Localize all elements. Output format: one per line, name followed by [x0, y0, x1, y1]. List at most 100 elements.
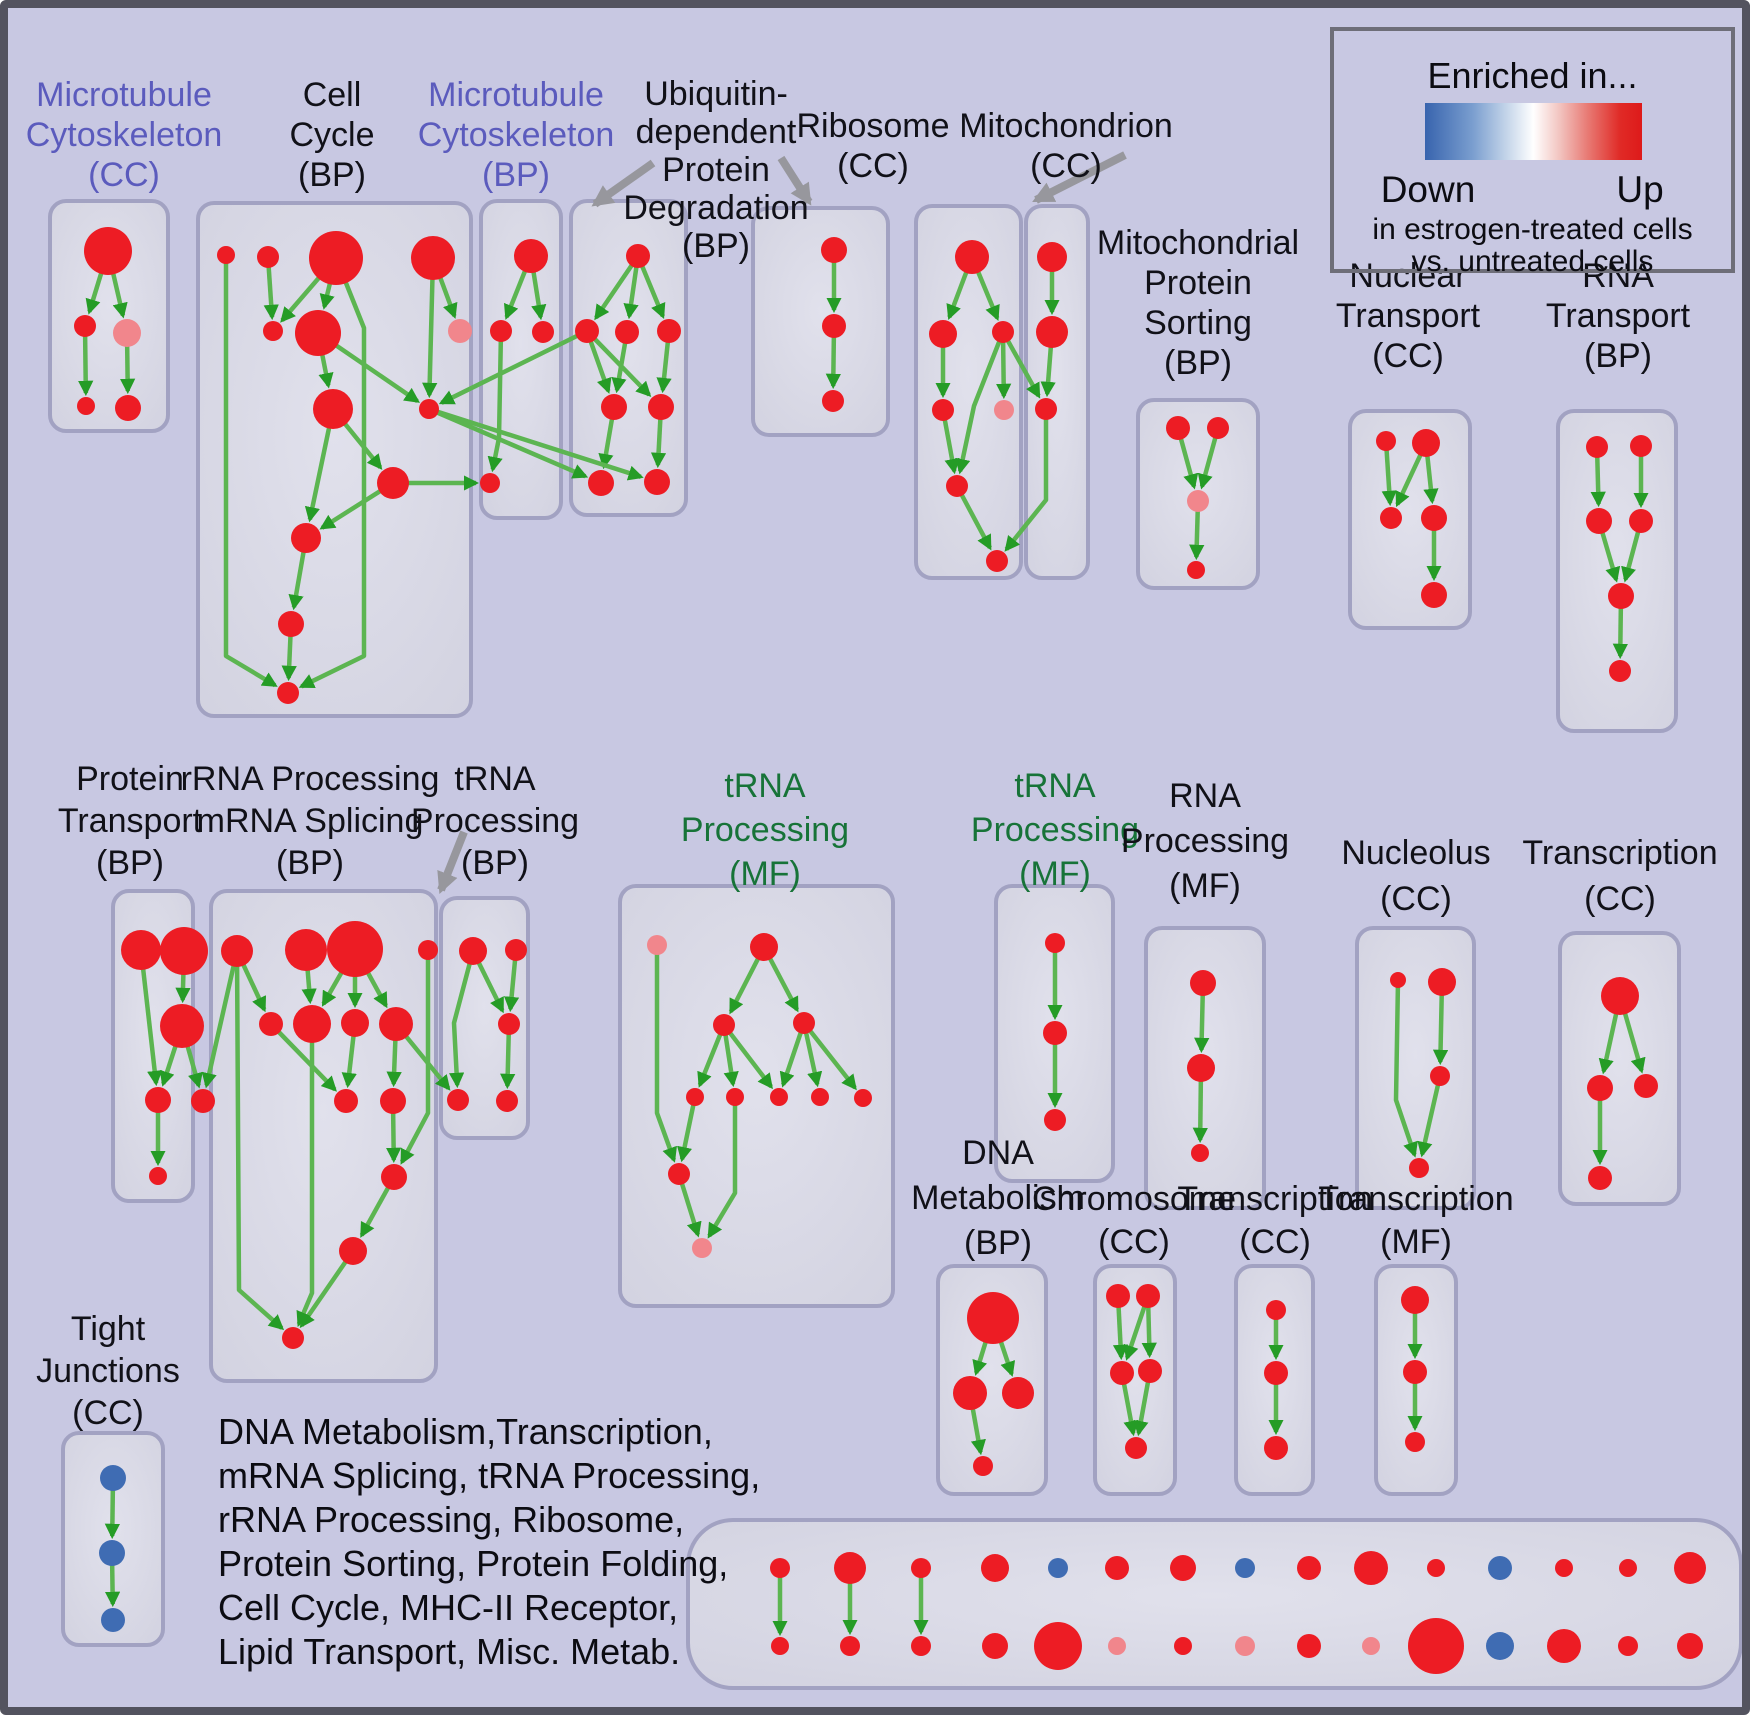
- microtubule-cytoskeleton-cc-box: [48, 199, 170, 433]
- microtubule-cytoskeleton-cc-node-4: [115, 395, 141, 421]
- transcription-cc-1-node-3: [1588, 1166, 1612, 1190]
- cluster-label-line: RNA: [1169, 777, 1241, 815]
- cluster-label-line: Cell: [302, 76, 362, 114]
- misc-terms-node-2: [911, 1558, 931, 1578]
- cluster-label-line: Transcription: [1318, 1180, 1514, 1218]
- nuclear-transport-cc-edge: [1381, 440, 1397, 507]
- cluster-label: Cell Cycle (BP): [289, 75, 374, 195]
- mitochondrion-cc-node-2: [1035, 398, 1057, 420]
- mitochondrion-cc-node-1: [1036, 316, 1068, 348]
- tight-junctions-cc-node-0: [100, 1465, 126, 1491]
- misc-terms-node-20: [1108, 1637, 1126, 1655]
- cluster-label-line: Protein: [76, 760, 184, 798]
- misc-terms-node-17: [911, 1636, 931, 1656]
- mitochondrion-cc-node-0: [1037, 242, 1067, 272]
- cluster-label-line: RNA: [1582, 257, 1654, 295]
- cell-cycle-bp-node-7: [313, 389, 353, 429]
- cross-cluster-edge: [428, 406, 589, 479]
- cluster-label: tRNA Processing (MF): [681, 764, 849, 896]
- cluster-label: rRNA Processing mRNA Splicing (BP): [181, 758, 440, 884]
- cluster-label-line: Mitochondrial: [1096, 224, 1300, 262]
- cluster-label-line: (BP): [298, 156, 366, 194]
- annotation-arrow: [1032, 151, 1127, 204]
- cluster-label-line: Processing: [970, 811, 1140, 849]
- dna-metabolism-bp-box: [936, 1264, 1048, 1496]
- microtubule-cytoskeleton-bp-node-3: [480, 473, 500, 493]
- cross-cluster-edge: [438, 328, 588, 405]
- ribosome-cc-edge: [955, 331, 1006, 475]
- cell-cycle-bp-node-2: [309, 231, 363, 285]
- legend-down-label: Down: [1380, 169, 1476, 210]
- trna-processing-mf-1-node-4: [686, 1088, 704, 1106]
- misc-terms-node-4: [1048, 1558, 1068, 1578]
- rrna-processing-mrna-splicing-bp-edge: [296, 1024, 315, 1327]
- cluster-label-line: (MF): [729, 855, 801, 893]
- enrichment-gradient-bar: [1425, 103, 1642, 160]
- cluster-label-line: (CC): [1372, 337, 1444, 375]
- tight-junctions-cc-node-1: [99, 1540, 125, 1566]
- legend-subtitle-line1: in estrogen-treated cells: [1372, 213, 1693, 246]
- cluster-label-line: Metabolism: [911, 1179, 1085, 1217]
- cluster-label: Protein Transport (BP): [58, 758, 202, 884]
- cluster-label-line: Sorting: [1144, 304, 1252, 342]
- cluster-label-line: (MF): [1019, 855, 1091, 893]
- dna-metabolism-bp-node-0: [967, 1292, 1019, 1344]
- cluster-label-line: Nuclear: [1349, 257, 1467, 295]
- misc-terms-node-18: [982, 1633, 1008, 1659]
- rna-processing-mf-node-2: [1191, 1144, 1209, 1162]
- microtubule-cytoskeleton-bp-node-0: [514, 239, 548, 273]
- cluster-label: Ribosome (CC): [796, 106, 949, 186]
- misc-terms-node-7: [1235, 1558, 1255, 1578]
- cluster-label: tRNA Processing (BP): [411, 758, 579, 884]
- rrna-processing-mrna-splicing-bp-node-7: [379, 1007, 413, 1041]
- misc-terms-node-9: [1354, 1551, 1388, 1585]
- rna-processing-mf-node-0: [1190, 970, 1216, 996]
- cell-cycle-bp-node-9: [377, 467, 409, 499]
- network-diagram: [48, 151, 1742, 1690]
- cell-cycle-bp-node-5: [295, 310, 341, 356]
- transcription-cc-1-node-2: [1634, 1074, 1658, 1098]
- ubiquitin-degradation-bp-2-node-0: [821, 237, 847, 263]
- misc-terms-node-5: [1105, 1556, 1129, 1580]
- cluster-label-line: Cycle: [289, 116, 375, 154]
- cluster-label-line: Ubiquitin-: [644, 75, 788, 113]
- ubiquitin-degradation-bp-1-node-1: [575, 319, 599, 343]
- ribosome-cc-node-6: [986, 550, 1008, 572]
- ubiquitin-degradation-bp-1-node-6: [588, 470, 614, 496]
- rna-transport-bp-node-2: [1586, 508, 1612, 534]
- rrna-processing-mrna-splicing-bp-edge: [269, 1022, 337, 1092]
- rrna-processing-mrna-splicing-bp-node-9: [380, 1088, 406, 1114]
- trna-processing-bp-node-2: [498, 1013, 520, 1035]
- rrna-processing-mrna-splicing-bp-node-4: [259, 1012, 283, 1036]
- misc-terms-node-6: [1170, 1555, 1196, 1581]
- rna-transport-bp-node-4: [1608, 583, 1634, 609]
- cluster-label-line: (BP): [95, 844, 164, 882]
- trna-processing-mf-1-node-0: [647, 935, 667, 955]
- cluster-label-line: dependent: [635, 113, 797, 151]
- ubiquitin-degradation-bp-1-node-0: [626, 244, 650, 268]
- rrna-processing-mrna-splicing-bp-node-3: [418, 940, 438, 960]
- cell-cycle-bp-node-0: [217, 246, 235, 264]
- microtubule-cytoskeleton-bp-node-2: [532, 321, 554, 343]
- mitochondrion-cc-box: [1024, 204, 1090, 580]
- cluster-label-line: (CC): [72, 1394, 144, 1432]
- rna-transport-bp-box: [1556, 409, 1678, 733]
- misc-terms-node-26: [1486, 1632, 1514, 1660]
- cluster-label: Mitochondrion (CC): [959, 106, 1173, 186]
- mitochondrial-protein-sorting-bp-node-1: [1207, 417, 1229, 439]
- trna-processing-bp-node-3: [447, 1089, 469, 1111]
- dna-metabolism-bp-node-1: [953, 1376, 987, 1410]
- cluster-label-line: Cytoskeleton: [417, 116, 615, 154]
- transcription-mf-node-2: [1405, 1432, 1425, 1452]
- ribosome-cc-node-0: [955, 240, 989, 274]
- cluster-label-line: (BP): [682, 227, 750, 265]
- trna-processing-mf-1-node-1: [750, 933, 778, 961]
- rrna-processing-mrna-splicing-bp-node-12: [282, 1327, 304, 1349]
- misc-terms-node-27: [1547, 1629, 1581, 1663]
- microtubule-cytoskeleton-bp-node-1: [490, 320, 512, 342]
- ribosome-cc-node-2: [992, 321, 1014, 343]
- rrna-processing-mrna-splicing-bp-node-11: [339, 1237, 367, 1265]
- cluster-label-line: (CC): [1098, 1223, 1170, 1261]
- cluster-label: Tight Junctions (CC): [36, 1308, 180, 1434]
